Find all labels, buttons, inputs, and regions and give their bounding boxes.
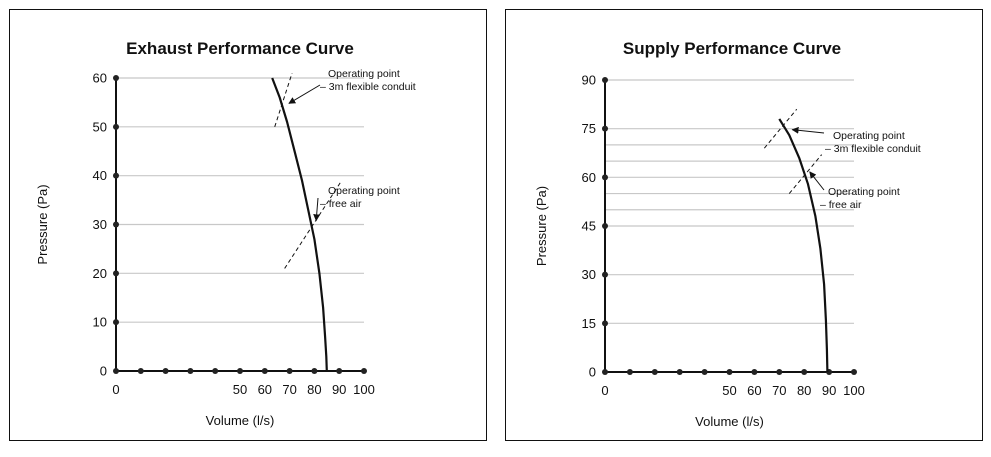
y-tick-dot xyxy=(113,123,119,130)
operating-point-annotation: Operating point – free air xyxy=(320,185,400,210)
operating-point-annotation: Operating point – 3m flexible conduit xyxy=(825,130,921,155)
x-tick-label: 80 xyxy=(797,383,811,398)
operating-point-annotation: Operating point – 3m flexible conduit xyxy=(320,68,416,93)
x-tick-label: 0 xyxy=(601,383,608,398)
annotation-line: – free air xyxy=(320,198,362,210)
exhaust-chart-panel: Exhaust Performance Curve 0 10 20 30 40 50 60 0 5… xyxy=(9,9,487,441)
y-tick-dot xyxy=(602,125,608,132)
y-tick-dot xyxy=(113,75,119,81)
x-tick-label: 70 xyxy=(772,383,786,398)
y-tick-dot xyxy=(602,369,608,375)
y-tick-dot xyxy=(602,223,608,229)
y-tick-label: 15 xyxy=(582,316,596,331)
performance-curve xyxy=(271,77,328,372)
y-tick-label: 40 xyxy=(93,168,107,183)
annotation-line: Operating point xyxy=(828,186,900,198)
supply-chart-panel: Supply Performance Curve 0 15 30 45 60 75 90 0 50… xyxy=(505,9,983,441)
y-tick-dot xyxy=(113,368,119,374)
x-tick-label: 70 xyxy=(282,382,296,397)
y-tick-dot xyxy=(602,271,608,278)
supply-chart: Supply Performance Curve 0 15 30 45 60 75 90 0 50… xyxy=(534,39,921,429)
y-axis-label: Pressure (Pa) xyxy=(35,184,50,264)
annotation-line: – free air xyxy=(820,199,862,211)
x-axis-label: Volume (l/s) xyxy=(695,414,764,429)
system-curve-dashed xyxy=(274,72,293,127)
performance-curve xyxy=(778,118,829,373)
x-tick-label: 50 xyxy=(233,382,247,397)
x-tick-dot xyxy=(187,368,194,374)
x-tick-dot xyxy=(801,369,808,375)
x-tick-label: 80 xyxy=(307,382,321,397)
y-axis-label: Pressure (Pa) xyxy=(534,186,549,266)
exhaust-chart: Exhaust Performance Curve 0 10 20 30 40 50 60 0 5… xyxy=(35,39,416,428)
annotation-arrow xyxy=(288,84,321,104)
y-tick-dot xyxy=(602,77,608,83)
y-tick-label: 30 xyxy=(582,267,596,282)
annotation-line: Operating point xyxy=(328,68,400,80)
x-tick-label: 90 xyxy=(822,383,836,398)
x-tick-dot xyxy=(336,368,343,374)
y-tick-label: 50 xyxy=(93,119,107,134)
y-tick-label: 30 xyxy=(93,217,107,232)
x-tick-label: 50 xyxy=(722,383,736,398)
y-tick-label: 10 xyxy=(93,315,107,330)
x-tick-dot xyxy=(776,369,783,375)
y-tick-dot xyxy=(113,172,119,179)
x-tick-dot xyxy=(726,369,733,375)
y-tick-label: 45 xyxy=(582,219,596,234)
x-tick-label: 0 xyxy=(112,382,119,397)
x-tick-dot xyxy=(237,368,243,374)
x-tick-dot xyxy=(701,369,708,375)
y-tick-dot xyxy=(602,320,608,327)
annotation-line: Operating point xyxy=(833,130,905,142)
annotation-line: – 3m flexible conduit xyxy=(320,81,416,93)
y-tick-label: 20 xyxy=(93,266,107,281)
x-tick-dot xyxy=(162,368,169,374)
y-tick-dot xyxy=(113,270,119,277)
annotation-line: Operating point xyxy=(328,185,400,197)
x-tick-dot xyxy=(311,368,318,374)
system-curve-dashed xyxy=(284,180,343,269)
x-tick-dot xyxy=(851,369,857,375)
system-curve-dashed xyxy=(788,154,823,194)
y-tick-label: 0 xyxy=(589,365,596,380)
x-tick-label: 90 xyxy=(332,382,346,397)
x-tick-label: 100 xyxy=(843,383,865,398)
exhaust-chart-title: Exhaust Performance Curve xyxy=(126,39,354,58)
x-tick-label: 60 xyxy=(258,382,272,397)
y-tick-label: 90 xyxy=(582,73,596,88)
x-tick-dot xyxy=(361,368,367,374)
annotation-line: – 3m flexible conduit xyxy=(825,143,921,155)
system-curve-dashed xyxy=(763,108,798,149)
y-tick-dot xyxy=(113,221,119,228)
x-tick-label: 60 xyxy=(747,383,761,398)
annotation-arrow xyxy=(791,126,825,134)
y-tick-label: 60 xyxy=(93,71,107,86)
x-tick-dot xyxy=(751,369,758,375)
x-tick-dot xyxy=(676,369,683,375)
y-tick-label: 0 xyxy=(100,364,107,379)
y-tick-label: 75 xyxy=(582,121,596,136)
x-tick-dot xyxy=(137,368,144,374)
annotation-arrow xyxy=(313,197,321,222)
x-tick-dot xyxy=(261,368,268,374)
x-axis-label: Volume (l/s) xyxy=(206,413,275,428)
annotation-arrow xyxy=(809,171,825,191)
operating-point-annotation: Operating point – free air xyxy=(820,186,900,211)
x-tick-dot xyxy=(212,368,219,374)
x-tick-dot xyxy=(626,369,633,375)
x-tick-dot xyxy=(286,368,293,374)
y-tick-label: 60 xyxy=(582,170,596,185)
y-tick-dot xyxy=(602,174,608,181)
y-tick-dot xyxy=(113,319,119,326)
x-tick-label: 100 xyxy=(353,382,375,397)
x-tick-dot xyxy=(651,369,658,375)
supply-chart-title: Supply Performance Curve xyxy=(623,39,841,58)
